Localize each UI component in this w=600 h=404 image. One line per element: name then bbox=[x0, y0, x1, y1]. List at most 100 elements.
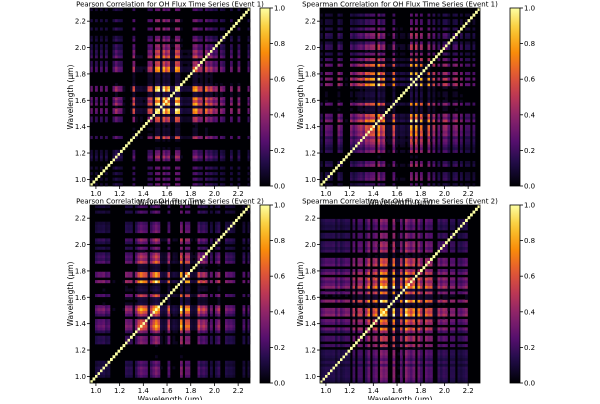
heatmap-cell bbox=[448, 72, 451, 75]
heatmap-cell bbox=[175, 238, 178, 241]
heatmap-cell bbox=[208, 97, 211, 100]
heatmap-cell bbox=[148, 294, 151, 297]
heatmap-cell bbox=[188, 116, 191, 119]
heatmap-cell bbox=[205, 44, 208, 47]
heatmap-cell bbox=[360, 41, 363, 44]
heatmap-cell bbox=[145, 375, 148, 378]
heatmap-cell bbox=[228, 224, 231, 227]
heatmap-cell bbox=[200, 36, 203, 39]
heatmap-cell bbox=[153, 294, 156, 297]
heatmap-cell bbox=[370, 69, 373, 72]
heatmap-cell bbox=[395, 136, 398, 139]
heatmap-cell bbox=[123, 89, 126, 92]
heatmap-cell bbox=[358, 144, 361, 147]
heatmap-cell bbox=[195, 47, 198, 50]
heatmap-cell bbox=[410, 14, 413, 17]
heatmap-cell bbox=[225, 230, 228, 233]
heatmap-cell bbox=[200, 238, 203, 241]
heatmap-cell bbox=[138, 311, 141, 314]
heatmap-cell bbox=[165, 66, 168, 69]
heatmap-cell bbox=[378, 89, 381, 92]
heatmap-cell bbox=[325, 103, 328, 106]
heatmap-cell bbox=[160, 272, 163, 275]
heatmap-cell bbox=[415, 36, 418, 39]
heatmap-cell bbox=[120, 97, 123, 100]
heatmap-cell bbox=[193, 308, 196, 311]
heatmap-cell bbox=[200, 302, 203, 305]
heatmap-cell bbox=[370, 33, 373, 36]
y-tick-label: 2.0 bbox=[75, 44, 86, 52]
heatmap-cell bbox=[125, 247, 128, 250]
heatmap-cell bbox=[140, 119, 143, 122]
heatmap-cell bbox=[148, 72, 151, 75]
heatmap-cell bbox=[210, 72, 213, 75]
heatmap-cell bbox=[473, 78, 476, 81]
heatmap-cell bbox=[448, 125, 451, 128]
heatmap-cell bbox=[155, 224, 158, 227]
heatmap-cell bbox=[350, 27, 353, 30]
heatmap-cell bbox=[320, 142, 323, 145]
heatmap-cell bbox=[203, 258, 206, 261]
heatmap-cell bbox=[215, 327, 218, 330]
heatmap-cell bbox=[200, 114, 203, 117]
heatmap-cell bbox=[198, 275, 201, 278]
heatmap-cell bbox=[238, 55, 241, 58]
heatmap-cell bbox=[163, 86, 166, 89]
heatmap-cell bbox=[468, 142, 471, 145]
heatmap-cell bbox=[143, 341, 146, 344]
heatmap-cell bbox=[95, 178, 98, 181]
heatmap-cell bbox=[145, 100, 148, 103]
heatmap-cell bbox=[420, 103, 423, 106]
heatmap-cell bbox=[140, 280, 143, 283]
heatmap-cell bbox=[200, 319, 203, 322]
heatmap-cell bbox=[135, 136, 138, 139]
heatmap-cell bbox=[103, 238, 106, 241]
heatmap-cell bbox=[135, 222, 138, 225]
heatmap-cell bbox=[410, 72, 413, 75]
heatmap-cell bbox=[153, 252, 156, 255]
heatmap-cell bbox=[460, 175, 463, 178]
heatmap-cell bbox=[150, 69, 153, 72]
heatmap-cell bbox=[183, 319, 186, 322]
heatmap-cell bbox=[153, 69, 156, 72]
heatmap-cell bbox=[195, 97, 198, 100]
heatmap-cell bbox=[330, 142, 333, 145]
heatmap-cell bbox=[188, 308, 191, 311]
heatmap-cell bbox=[208, 27, 211, 30]
heatmap-cell bbox=[203, 222, 206, 225]
heatmap-cell bbox=[183, 86, 186, 89]
heatmap-cell bbox=[148, 322, 151, 325]
heatmap-cell bbox=[158, 288, 161, 291]
heatmap-cell bbox=[175, 100, 178, 103]
heatmap-cell bbox=[198, 266, 201, 269]
heatmap-cell bbox=[368, 125, 371, 128]
heatmap-cell bbox=[198, 325, 201, 328]
heatmap-cell bbox=[193, 58, 196, 61]
heatmap-cell bbox=[145, 241, 148, 244]
heatmap-cell bbox=[358, 91, 361, 94]
heatmap-cell bbox=[128, 302, 131, 305]
heatmap-cell bbox=[128, 275, 131, 278]
heatmap-cell bbox=[158, 224, 161, 227]
heatmap-cell bbox=[320, 139, 323, 142]
heatmap-cell bbox=[148, 94, 151, 97]
heatmap-cell bbox=[358, 83, 361, 86]
heatmap-cell bbox=[205, 230, 208, 233]
heatmap-cell bbox=[128, 308, 131, 311]
heatmap-cell bbox=[205, 36, 208, 39]
heatmap-cell bbox=[203, 69, 206, 72]
heatmap-cell bbox=[415, 53, 418, 56]
heatmap-cell bbox=[208, 305, 211, 308]
heatmap-cell bbox=[148, 150, 151, 153]
heatmap-cell bbox=[383, 133, 386, 136]
heatmap-cell bbox=[165, 325, 168, 328]
heatmap-cell bbox=[120, 47, 123, 50]
heatmap-cell bbox=[338, 83, 341, 86]
heatmap-cell bbox=[128, 305, 131, 308]
heatmap-cell bbox=[200, 172, 203, 175]
heatmap-cell bbox=[363, 125, 366, 128]
heatmap-cell bbox=[153, 86, 156, 89]
heatmap-cell bbox=[165, 119, 168, 122]
heatmap-cell bbox=[180, 247, 183, 250]
heatmap-cell bbox=[173, 27, 176, 30]
